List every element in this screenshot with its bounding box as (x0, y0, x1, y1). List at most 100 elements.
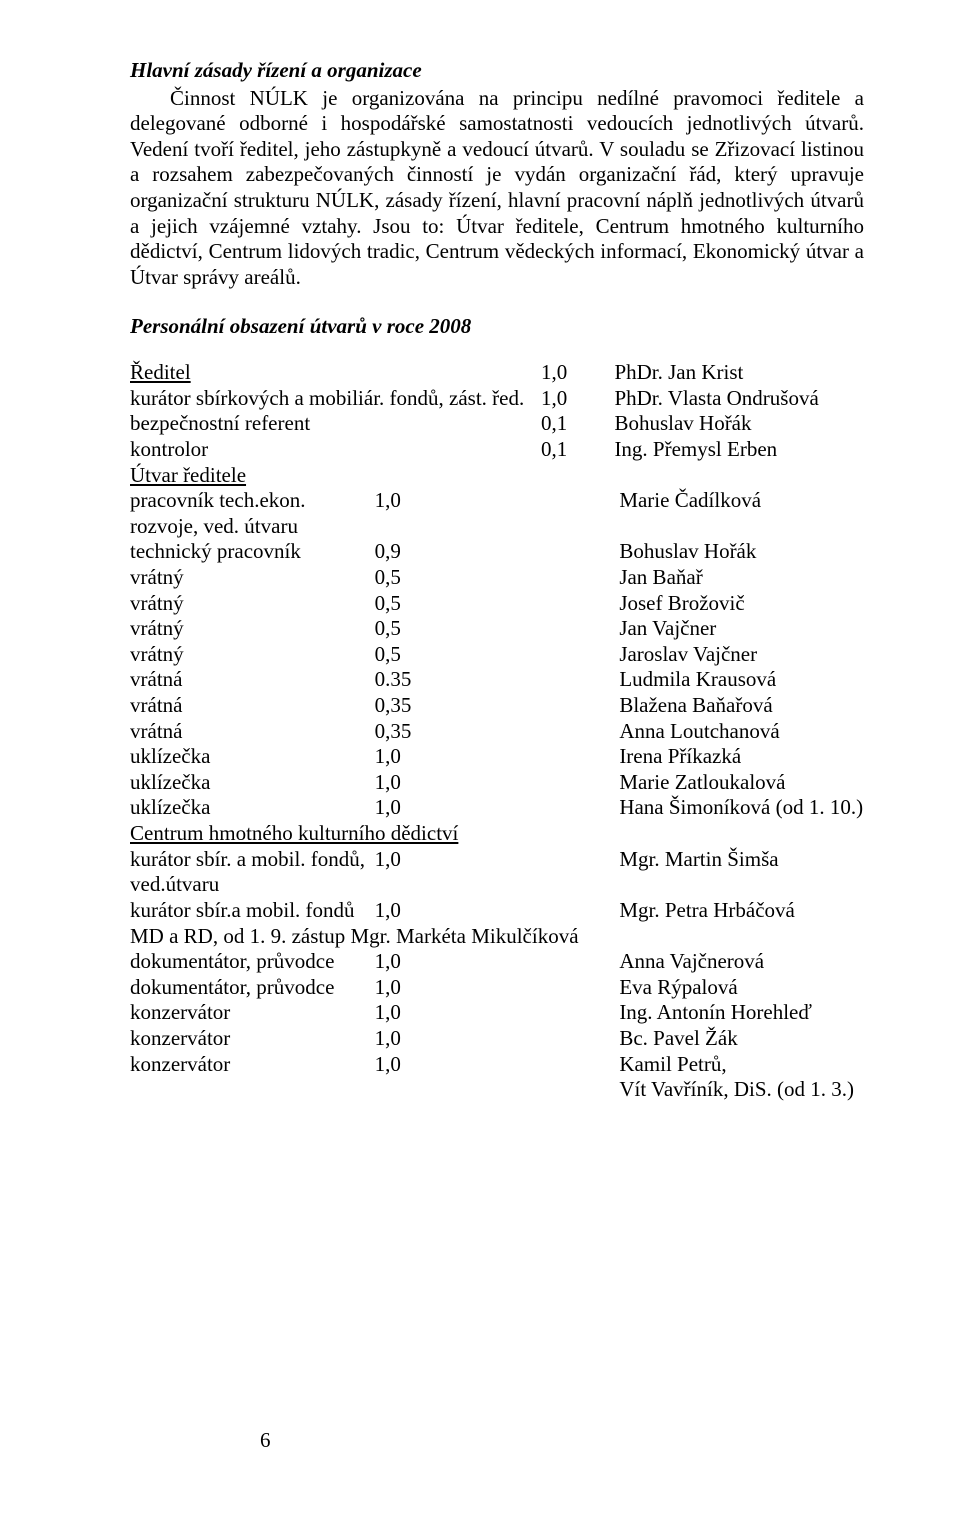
staff-subheading: Personální obsazení útvarů v roce 2008 (130, 314, 864, 340)
table-row: bezpečnostní referent 0,1 Bohuslav Hořák (130, 411, 864, 437)
person-name: Ing. Přemysl Erben (614, 437, 864, 463)
fte-value: 1,0 (375, 770, 620, 796)
table-row: uklízečka1,0Irena Příkazká (130, 744, 864, 770)
fte-value: 1,0 (375, 1000, 620, 1026)
person-name: Marie Zatloukalová (619, 770, 864, 796)
table-row: Centrum hmotného kulturního dědictví (130, 821, 864, 847)
role-label: vrátný (130, 616, 375, 642)
fte-value: 0,5 (375, 616, 620, 642)
table-row: pracovník tech.ekon. rozvoje, ved. útvar… (130, 488, 864, 539)
fte-value: 1,0 (375, 949, 620, 975)
fte-value: 0,5 (375, 591, 620, 617)
fte-value: 1,0 (375, 975, 620, 1001)
role-label: technický pracovník (130, 539, 375, 565)
person-name: Jaroslav Vajčner (619, 642, 864, 668)
role-label: kurátor sbír.a mobil. fondů (130, 898, 375, 924)
fte-value: 1,0 (541, 386, 614, 412)
table-row: vrátný0,5Josef Brožovič (130, 591, 864, 617)
table-row: Ředitel 1,0 PhDr. Jan Krist (130, 360, 864, 386)
table-row: Útvar ředitele (130, 463, 864, 489)
role-label: konzervátor (130, 1000, 375, 1026)
person-name: Jan Baňař (619, 565, 864, 591)
fte-value: 1,0 (375, 898, 620, 924)
person-name: Kamil Petrů, (619, 1052, 864, 1078)
staff-table-director: Ředitel 1,0 PhDr. Jan Krist kurátor sbír… (130, 360, 864, 462)
fte-value: 1,0 (375, 744, 620, 770)
fte-value: 0,35 (375, 693, 620, 719)
fte-value: 0,1 (541, 411, 614, 437)
person-name: PhDr. Vlasta Ondrušová (614, 386, 864, 412)
person-name: Irena Příkazká (619, 744, 864, 770)
role-label: konzervátor (130, 1052, 375, 1078)
intro-paragraph: Činnost NÚLK je organizována na principu… (130, 86, 864, 291)
table-row: dokumentátor, průvodce1,0Anna Vajčnerová (130, 949, 864, 975)
fte-value: 1,0 (375, 795, 620, 821)
role-label: pracovník tech.ekon. rozvoje, ved. útvar… (130, 488, 375, 539)
person-name: Mgr. Petra Hrbáčová (619, 898, 864, 924)
fte-value: 1,0 (375, 1052, 620, 1078)
role-label: Ředitel (130, 360, 191, 384)
fte-value: 1,0 (375, 847, 620, 898)
person-name: Ludmila Krausová (619, 667, 864, 693)
table-row: konzervátor1,0Bc. Pavel Žák (130, 1026, 864, 1052)
table-row: vrátná0,35Blažena Baňařová (130, 693, 864, 719)
fte-value: 0,35 (375, 719, 620, 745)
table-row: kurátor sbír. a mobil. fondů, ved.útvaru… (130, 847, 864, 898)
table-row: vrátný0,5Jan Vajčner (130, 616, 864, 642)
table-row: vrátný0,5Jan Baňař (130, 565, 864, 591)
table-row: kontrolor 0,1 Ing. Přemysl Erben (130, 437, 864, 463)
person-name: Anna Loutchanová (619, 719, 864, 745)
fte-value: 0,9 (375, 539, 620, 565)
table-row: konzervátor1,0Kamil Petrů, (130, 1052, 864, 1078)
person-name: Anna Vajčnerová (619, 949, 864, 975)
table-row: vrátná0,35Anna Loutchanová (130, 719, 864, 745)
role-label: uklízečka (130, 795, 375, 821)
role-label: vrátná (130, 693, 375, 719)
fte-value: 1,0 (375, 488, 620, 539)
role-label: kontrolor (130, 437, 541, 463)
person-name: Marie Čadílková (619, 488, 864, 539)
table-row: MD a RD, od 1. 9. zástup Mgr. Markéta Mi… (130, 924, 864, 950)
table-row: konzervátor1,0Ing. Antonín Horehleď (130, 1000, 864, 1026)
table-row: kurátor sbírkových a mobiliár. fondů, zá… (130, 386, 864, 412)
role-label: vrátný (130, 565, 375, 591)
fte-value: 0.35 (375, 667, 620, 693)
person-name: Bohuslav Hořák (614, 411, 864, 437)
person-name: Vít Vavříník, DiS. (od 1. 3.) (619, 1077, 864, 1103)
staff-table-centrum: Centrum hmotného kulturního dědictví kur… (130, 821, 864, 1103)
person-name: Ing. Antonín Horehleď (619, 1000, 864, 1026)
role-label: bezpečnostní referent (130, 411, 541, 437)
table-row: kurátor sbír.a mobil. fondů1,0Mgr. Petra… (130, 898, 864, 924)
main-heading: Hlavní zásady řízení a organizace (130, 58, 864, 84)
table-row: uklízečka1,0Marie Zatloukalová (130, 770, 864, 796)
fte-value: 0,1 (541, 437, 614, 463)
fte-value: 0,5 (375, 642, 620, 668)
person-name: Jan Vajčner (619, 616, 864, 642)
role-label: uklízečka (130, 744, 375, 770)
table-row: uklízečka1,0Hana Šimoníková (od 1. 10.) (130, 795, 864, 821)
person-name: Eva Rýpalová (619, 975, 864, 1001)
role-label: vrátná (130, 719, 375, 745)
role-label: kurátor sbírkových a mobiliár. fondů, zá… (130, 386, 541, 412)
fte-value: 1,0 (541, 360, 614, 386)
fte-value: 0,5 (375, 565, 620, 591)
person-name: Bohuslav Hořák (619, 539, 864, 565)
staff-table-utvar-reditele: Útvar ředitele pracovník tech.ekon. rozv… (130, 463, 864, 822)
fte-value: 1,0 (375, 1026, 620, 1052)
role-label: dokumentátor, průvodce (130, 975, 375, 1001)
person-name: Hana Šimoníková (od 1. 10.) (619, 795, 864, 821)
role-label: konzervátor (130, 1026, 375, 1052)
section-title: Centrum hmotného kulturního dědictví (130, 821, 864, 847)
person-name: Blažena Baňařová (619, 693, 864, 719)
note-text: MD a RD, od 1. 9. zástup Mgr. Markéta Mi… (130, 924, 864, 950)
person-name: Mgr. Martin Šimša (619, 847, 864, 898)
table-row: technický pracovník0,9Bohuslav Hořák (130, 539, 864, 565)
table-row: vrátný0,5Jaroslav Vajčner (130, 642, 864, 668)
table-row: Vít Vavříník, DiS. (od 1. 3.) (130, 1077, 864, 1103)
role-label: vrátný (130, 642, 375, 668)
table-row: vrátná0.35Ludmila Krausová (130, 667, 864, 693)
role-label: vrátný (130, 591, 375, 617)
intro-paragraph-text: Činnost NÚLK je organizována na principu… (130, 86, 864, 289)
page-number: 6 (260, 1428, 271, 1454)
role-label: kurátor sbír. a mobil. fondů, ved.útvaru (130, 847, 375, 898)
